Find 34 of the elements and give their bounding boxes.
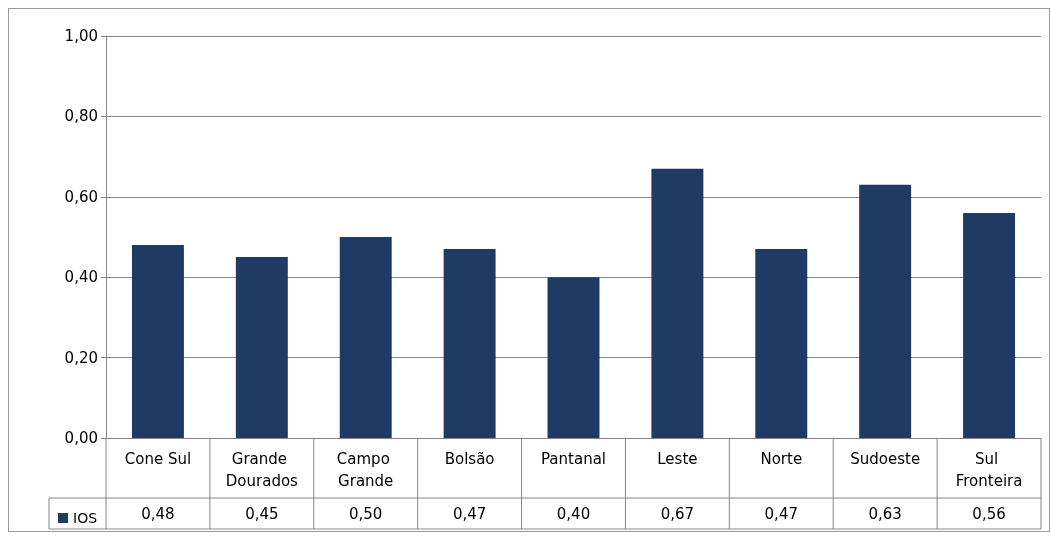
bar [131, 245, 184, 438]
data-label: 0,67 [660, 504, 695, 523]
bar [235, 257, 288, 438]
data-label: 0,56 [972, 504, 1006, 523]
data-label: 0,63 [868, 504, 902, 523]
data-label: 0,47 [764, 504, 798, 523]
x-tick-label: Sudoeste [850, 450, 921, 468]
data-label: 0,45 [245, 504, 279, 523]
x-tick-label: Leste [657, 450, 698, 468]
data-label: 0,48 [141, 504, 175, 523]
x-tick-label: Pantanal [540, 450, 607, 468]
bar [651, 168, 704, 438]
bar [859, 184, 912, 438]
y-tick-label: 0,60 [64, 187, 98, 206]
data-label: 0,40 [556, 504, 591, 523]
y-tick-label: 1,00 [64, 27, 98, 45]
x-tick-label: Bolsão [444, 450, 495, 468]
y-tick-label: 0,00 [64, 429, 98, 447]
bar [547, 277, 600, 438]
legend-label: IOS [73, 510, 98, 526]
bar [443, 249, 496, 438]
bar [755, 249, 808, 438]
x-tick-label: Norte [760, 450, 803, 468]
bar [963, 212, 1016, 438]
x-tick-label: Cone Sul [124, 450, 192, 468]
bar [339, 237, 392, 438]
x-tick-label: Campo Grande [336, 450, 395, 490]
y-tick-label: 0,80 [64, 107, 98, 126]
y-tick-label: 0,20 [64, 348, 98, 367]
x-tick-label: Sul Fronteira [955, 450, 1023, 490]
data-label: 0,50 [349, 504, 383, 523]
y-tick-label: 0,40 [64, 268, 98, 287]
x-tick-label: Grande Dourados [225, 450, 299, 490]
data-label: 0,47 [452, 504, 487, 523]
